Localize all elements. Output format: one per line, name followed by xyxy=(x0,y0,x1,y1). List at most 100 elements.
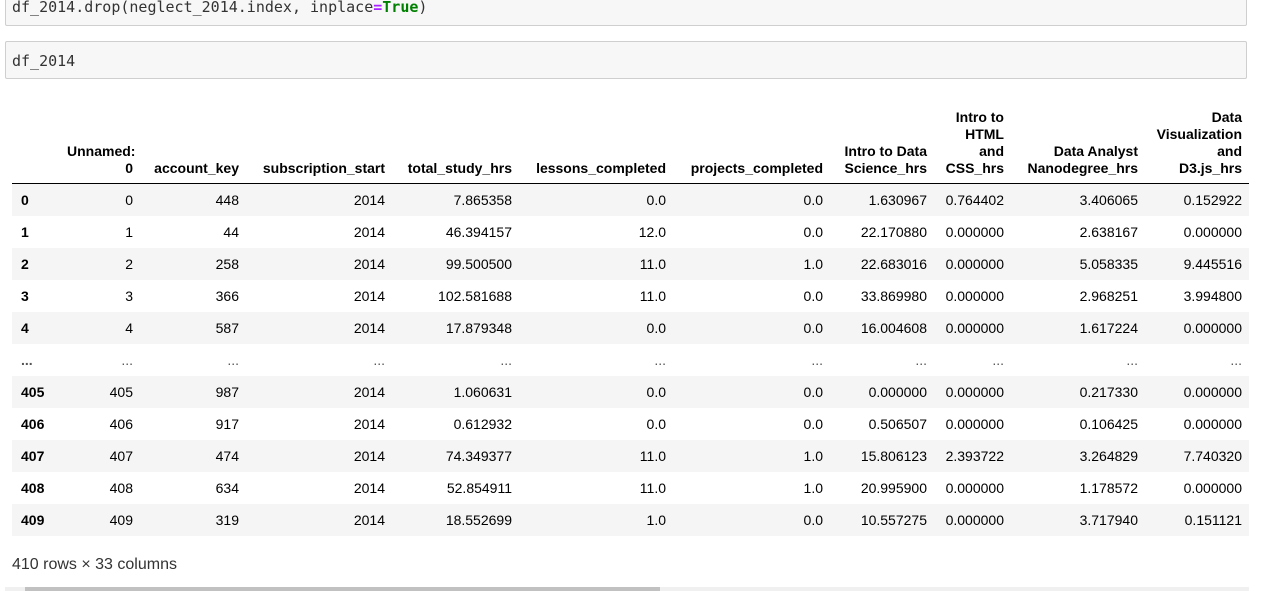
table-cell: 16.004608 xyxy=(860,319,927,336)
ellipsis-row: ................................. xyxy=(12,344,1249,376)
table-cell: 2014 xyxy=(353,415,385,432)
table-cell: ... xyxy=(915,351,927,368)
table-cell: 0.0 xyxy=(646,191,666,208)
table-cell: ... xyxy=(500,351,512,368)
table-cell: 0.000000 xyxy=(1183,383,1242,400)
table-cell: 1.0 xyxy=(803,255,823,272)
table-cell: 0.000000 xyxy=(945,511,1004,528)
table-cell: 0.0 xyxy=(803,191,823,208)
table-cell: 0.506507 xyxy=(868,415,927,432)
table-cell: 2014 xyxy=(353,287,385,304)
table-cell: 11.0 xyxy=(639,479,666,496)
table-cell: 2.638167 xyxy=(1079,223,1138,240)
table-cell: 4 xyxy=(125,319,133,336)
table-cell: 0.000000 xyxy=(1183,415,1242,432)
table-cell: 0.000000 xyxy=(945,383,1004,400)
table-cell: 0.106425 xyxy=(1079,415,1138,432)
table-cell: 18.552699 xyxy=(445,511,512,528)
table-cell: 0.0 xyxy=(646,383,666,400)
row-index: ... xyxy=(21,351,33,368)
table-cell: 1.630967 xyxy=(868,191,927,208)
table-cell: ... xyxy=(811,351,823,368)
table-cell: 46.394157 xyxy=(445,223,512,240)
table-cell: 0.000000 xyxy=(1183,479,1242,496)
column-header: projects_completed xyxy=(673,104,830,184)
table-cell: 634 xyxy=(215,479,239,496)
column-header: Intro to HTML and CSS_hrs xyxy=(934,104,1011,184)
table-cell: 33.869980 xyxy=(860,287,927,304)
table-cell: 3.717940 xyxy=(1079,511,1138,528)
row-index: 3 xyxy=(21,287,29,304)
table-cell: 11.0 xyxy=(639,255,666,272)
code-cell-df[interactable]: df_2014 xyxy=(5,41,1247,79)
table-cell: 2014 xyxy=(353,383,385,400)
column-header: Data Analyst Nanodegree_hrs xyxy=(1011,104,1145,184)
row-index: 408 xyxy=(21,479,45,496)
table-cell: 3.264829 xyxy=(1079,447,1138,464)
table-cell: 406 xyxy=(109,415,133,432)
table-cell: 17.879348 xyxy=(445,319,512,336)
table-cell: 917 xyxy=(215,415,239,432)
row-index: 409 xyxy=(21,511,45,528)
table-cell: 319 xyxy=(215,511,239,528)
table-cell: 102.581688 xyxy=(438,287,512,304)
table-cell: 1.0 xyxy=(803,479,823,496)
code-text: df_2014 xyxy=(12,52,76,70)
table-cell: ... xyxy=(1126,351,1138,368)
table-cell: 987 xyxy=(215,383,239,400)
table-cell: 22.170880 xyxy=(860,223,927,240)
table-cell: 2014 xyxy=(353,479,385,496)
table-cell: ... xyxy=(654,351,666,368)
scrollbar-thumb[interactable] xyxy=(25,587,660,591)
row-index: 4 xyxy=(21,319,29,336)
table-cell: 0.612932 xyxy=(453,415,512,432)
table-row: 0 0 448 2014 7.865358 0.0 0.0 1.630967 0.764402 3… xyxy=(12,183,1249,216)
column-header: Unnamed: 0 xyxy=(60,104,140,184)
table-row: 3 3 366 2014 102.581688 11.0 0.0 33.869980 0.000… xyxy=(12,280,1249,312)
table-cell: 0.0 xyxy=(803,415,823,432)
row-index: 2 xyxy=(21,255,29,272)
table-header-row: Unnamed: 0 account_key subscription_start t… xyxy=(12,104,1249,184)
table-cell: 587 xyxy=(215,319,239,336)
table-row: 406 406 917 2014 0.612932 0.0 0.0 0.506507 0.000… xyxy=(12,408,1249,440)
table-cell: 0.0 xyxy=(803,223,823,240)
table-cell: 7.740320 xyxy=(1183,447,1242,464)
column-header: Intro to Data Science_hrs xyxy=(830,104,934,184)
table-cell: 366 xyxy=(215,287,239,304)
table-cell: 1.0 xyxy=(803,447,823,464)
table-cell: 0.0 xyxy=(803,287,823,304)
table-cell: 0.000000 xyxy=(945,223,1004,240)
row-index: 1 xyxy=(21,223,29,240)
table-cell: 3 xyxy=(125,287,133,304)
row-index: 407 xyxy=(21,447,45,464)
table-cell: 0 xyxy=(125,191,133,208)
table-cell: 448 xyxy=(215,191,239,208)
table-cell: 11.0 xyxy=(639,447,666,464)
table-cell: 0.151121 xyxy=(1184,511,1242,528)
table-cell: 20.995900 xyxy=(860,479,927,496)
code-text: df_2014.drop(neglect_2014.index, inplace… xyxy=(12,0,428,16)
horizontal-scrollbar[interactable] xyxy=(5,587,1249,591)
table-cell: 408 xyxy=(109,479,133,496)
table-cell: 0.0 xyxy=(646,415,666,432)
table-cell: 0.000000 xyxy=(868,383,927,400)
table-cell: 0.152922 xyxy=(1183,191,1242,208)
table-row: 1 1 44 2014 46.394157 12.0 0.0 22.170880 0.00000… xyxy=(12,216,1249,248)
column-header: lessons_completed xyxy=(519,104,673,184)
table-cell: 0.000000 xyxy=(1183,319,1242,336)
table-cell: 2014 xyxy=(353,223,385,240)
table-cell: 1.178572 xyxy=(1079,479,1138,496)
table-cell: ... xyxy=(1230,351,1242,368)
table-cell: 0.000000 xyxy=(945,319,1004,336)
column-header: subscription_start xyxy=(246,104,392,184)
table-cell: 1.060631 xyxy=(453,383,512,400)
table-cell: 10.557275 xyxy=(860,511,927,528)
dataframe-shape: 410 rows × 33 columns xyxy=(12,556,177,573)
table-cell: 1.617224 xyxy=(1079,319,1138,336)
code-cell-drop[interactable]: df_2014.drop(neglect_2014.index, inplace… xyxy=(5,0,1247,26)
table-cell: 0.0 xyxy=(646,319,666,336)
table-row: 409 409 319 2014 18.552699 1.0 0.0 10.557275 0.0… xyxy=(12,503,1249,536)
table-cell: 0.0 xyxy=(803,383,823,400)
table-cell: 2014 xyxy=(353,447,385,464)
table-row: 408 408 634 2014 52.854911 11.0 1.0 20.995900 0.… xyxy=(12,472,1249,504)
